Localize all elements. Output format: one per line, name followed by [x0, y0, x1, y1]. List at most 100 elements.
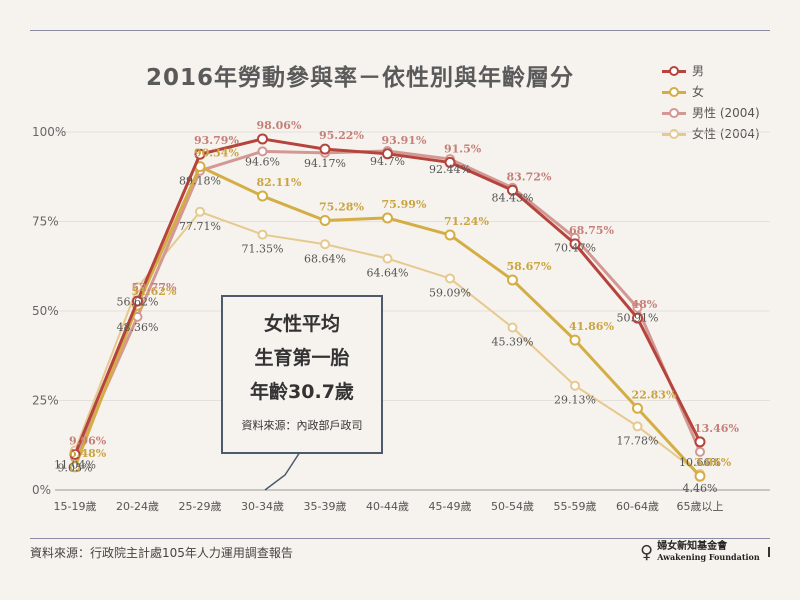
data-label: 98.06%: [257, 119, 302, 132]
data-label: 13.46%: [694, 422, 739, 435]
data-label: 92.44%: [429, 163, 471, 176]
data-label: 41.86%: [569, 320, 614, 333]
x-tick-label: 55-59歲: [554, 499, 597, 513]
data-label: 6.48%: [69, 447, 107, 460]
data-point: [632, 302, 643, 313]
x-tick-label: 60-64歲: [616, 499, 659, 513]
data-point: [382, 253, 393, 264]
data-label: 71.35%: [242, 243, 284, 256]
data-label: 70.47%: [554, 242, 596, 255]
data-label: 94.6%: [245, 155, 280, 168]
data-label: 9.96%: [69, 434, 107, 447]
data-point: [382, 148, 393, 160]
data-point: [695, 446, 705, 457]
data-label: 9.05%: [58, 462, 93, 475]
legend-swatch: [662, 65, 686, 77]
data-label: 64.64%: [367, 267, 409, 280]
legend-item: 女: [662, 81, 760, 102]
y-tick-label: 50%: [32, 304, 59, 318]
data-label: 4.46%: [683, 482, 718, 495]
data-label: 17.78%: [617, 434, 659, 447]
female-symbol-icon: ♀: [640, 541, 654, 563]
legend-swatch: [662, 107, 686, 119]
data-label: 22.83%: [632, 388, 677, 401]
data-label: 91.5%: [444, 142, 482, 155]
data-point: [694, 470, 706, 482]
data-point: [507, 322, 518, 333]
data-label: 51.62%: [132, 285, 177, 298]
callout-source: 資料來源：內政部戶政司: [241, 419, 363, 432]
data-label: 93.79%: [194, 134, 239, 147]
data-label: 45.39%: [492, 336, 534, 349]
data-label: 93.91%: [382, 134, 427, 147]
legend-swatch: [662, 86, 686, 98]
series-line: [74, 210, 701, 475]
data-label: 11.04%: [54, 458, 96, 471]
top-divider: [30, 30, 770, 31]
data-label: 75.28%: [319, 200, 364, 213]
legend-label: 男: [692, 64, 705, 78]
data-label: 89.18%: [179, 175, 221, 188]
legend-item: 男性 (2004): [662, 102, 760, 123]
data-label: 59.09%: [429, 286, 471, 299]
foundation-logo: ♀ 婦女新知基金會 Awakening Foundation: [640, 541, 770, 563]
y-tick-label: 100%: [32, 125, 66, 139]
legend-item: 男: [662, 60, 760, 81]
x-tick-label: 30-34歲: [241, 499, 284, 513]
legend-item: 女性 (2004): [662, 123, 760, 144]
legend-label: 女性 (2004): [692, 127, 760, 141]
data-label: 82.11%: [257, 176, 302, 189]
legend-marker: [669, 107, 679, 118]
callout-box: 女性平均 生育第一胎 年齡30.7歲 資料來源：內政部戶政司: [221, 295, 383, 454]
data-label: 68.75%: [569, 224, 614, 237]
data-point: [257, 133, 268, 145]
data-point: [320, 239, 330, 250]
x-tick-label: 65歲以上: [677, 499, 724, 513]
data-label: 95.22%: [319, 129, 364, 142]
x-tick-label: 40-44歲: [366, 499, 409, 513]
x-tick-label: 50-54歲: [491, 499, 534, 513]
data-label: 48.36%: [117, 321, 159, 334]
data-point: [132, 282, 143, 293]
data-label: 52.77%: [132, 281, 177, 294]
data-point: [69, 448, 81, 460]
data-label: 90.34%: [194, 147, 239, 160]
legend-label: 女: [692, 85, 705, 99]
data-point: [507, 274, 518, 286]
data-point: [444, 156, 456, 168]
data-point: [507, 184, 518, 196]
x-tick-label: 20-24歲: [116, 499, 159, 513]
data-point: [694, 436, 706, 448]
legend-marker: [669, 128, 679, 139]
data-point: [445, 273, 455, 284]
chart-title: 2016年勞動參與率－依性別與年齡層分: [145, 65, 574, 91]
data-label: 75.99%: [382, 198, 427, 211]
data-label: 48%: [632, 298, 658, 311]
data-label: 83.72%: [507, 170, 552, 183]
data-point: [319, 143, 331, 155]
data-point: [257, 229, 268, 240]
x-tick-label: 15-19歲: [54, 499, 97, 513]
bottom-divider: [30, 538, 770, 539]
data-label: 50.91%: [617, 312, 659, 325]
data-point: [194, 148, 206, 160]
legend-swatch: [662, 128, 686, 140]
data-point: [632, 421, 643, 432]
legend-marker: [669, 65, 679, 76]
data-label: 68.64%: [304, 252, 346, 265]
data-label: 56.62%: [117, 295, 159, 308]
callout-line-2: 生育第一胎: [254, 347, 350, 369]
y-tick-label: 25%: [32, 394, 59, 408]
data-point: [319, 214, 331, 226]
y-tick-label: 75%: [32, 215, 59, 229]
callout-line-3: 年齡30.7歲: [250, 381, 354, 403]
x-tick-label: 45-49歲: [429, 499, 472, 513]
data-label: 3.86%: [694, 456, 732, 469]
callout-line-1: 女性平均: [263, 313, 340, 335]
data-label: 77.71%: [179, 220, 221, 233]
x-tick-label: 35-39歲: [304, 499, 347, 513]
data-point: [382, 212, 393, 224]
data-point: [632, 402, 643, 414]
data-label: 94.7%: [370, 155, 405, 168]
